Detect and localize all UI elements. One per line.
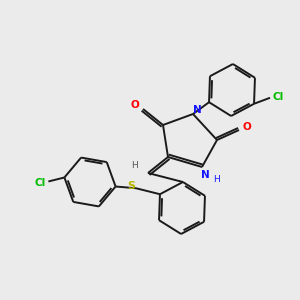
Text: Cl: Cl [272, 92, 284, 102]
Text: O: O [130, 100, 140, 110]
Text: H: H [130, 161, 137, 170]
Text: Cl: Cl [35, 178, 46, 188]
Text: N: N [201, 170, 209, 180]
Text: N: N [193, 105, 201, 115]
Text: H: H [213, 176, 219, 184]
Text: O: O [243, 122, 251, 132]
Text: S: S [127, 181, 135, 191]
